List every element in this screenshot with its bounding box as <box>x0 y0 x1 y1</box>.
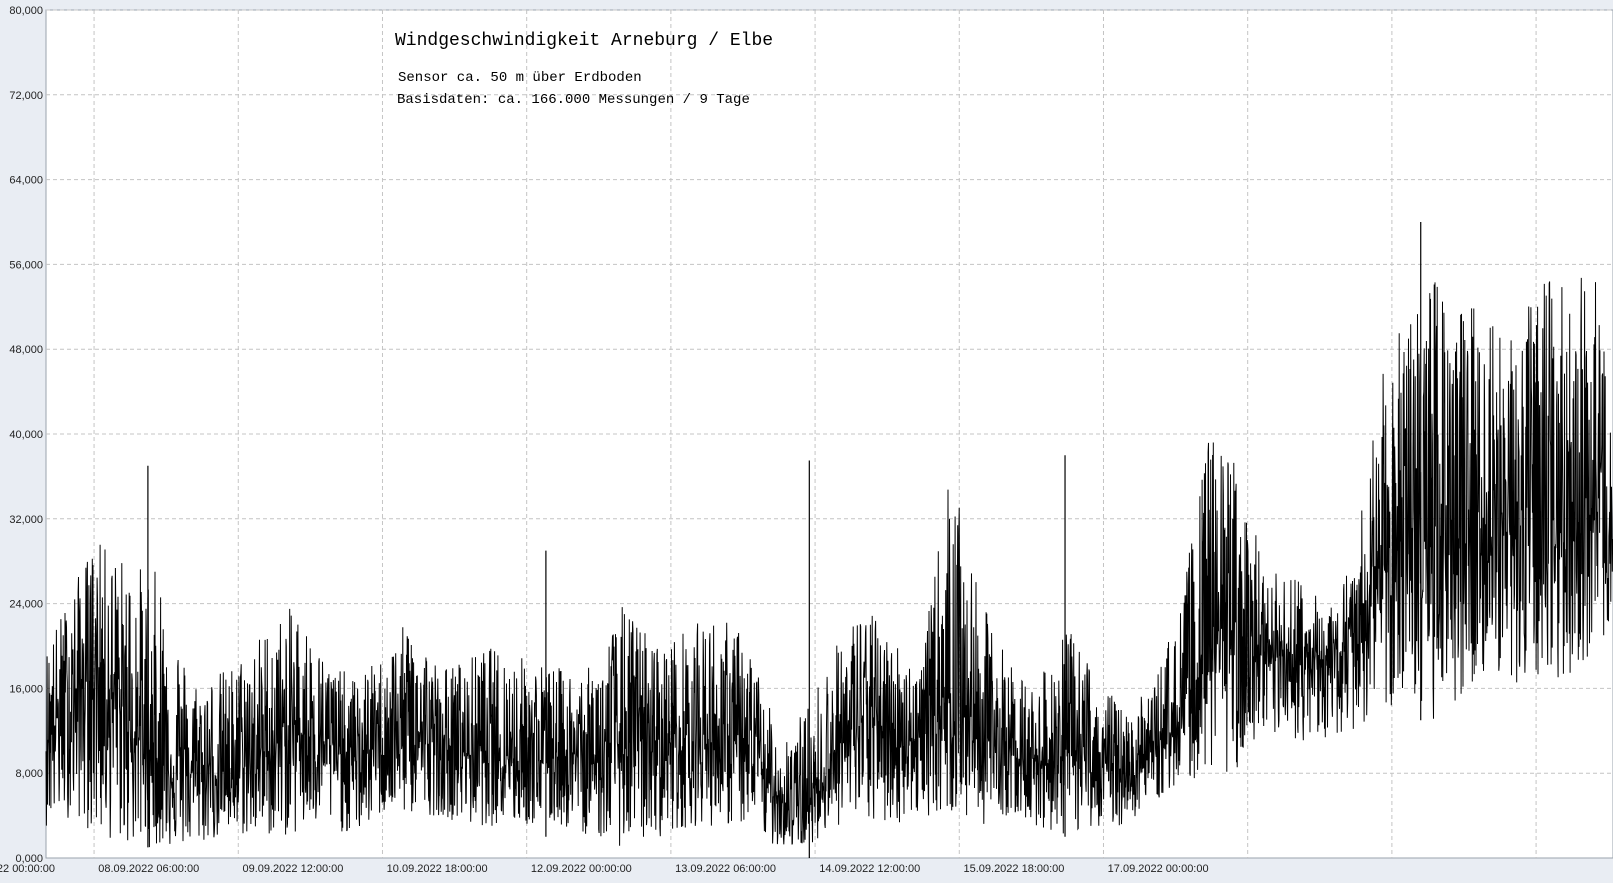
y-tick-label: 16,000 <box>9 683 43 695</box>
grid <box>46 9 1613 858</box>
x-tick-label: 12.09.2022 00:00:00 <box>531 863 632 875</box>
x-tick-label: 07.09.2022 00:00:00 <box>0 863 55 875</box>
y-tick-label: 56,000 <box>9 259 43 271</box>
y-axis: 0,000 8,000 16,000 24,000 32,000 40,000 48,000… <box>9 5 43 865</box>
x-tick-label: 08.09.2022 06:00:00 <box>98 863 199 875</box>
series-wind-speed <box>45 222 1613 858</box>
y-tick-label: 72,000 <box>9 90 43 102</box>
y-tick-label: 24,000 <box>9 599 43 611</box>
chart-title: Windgeschwindigkeit Arneburg / Elbe <box>395 31 773 51</box>
y-tick-label: 40,000 <box>9 429 43 441</box>
x-tick-label: 14.09.2022 12:00:00 <box>819 863 920 875</box>
chart-subtitle-basis: Basisdaten: ca. 166.000 Messungen / 9 Ta… <box>397 92 750 108</box>
x-tick-label: 09.09.2022 12:00:00 <box>242 863 343 875</box>
y-tick-label: 0,000 <box>15 853 43 865</box>
y-tick-label: 32,000 <box>9 514 43 526</box>
x-axis: 07.09.2022 00:00:00 08.09.2022 06:00:00 09… <box>0 863 1209 875</box>
x-tick-label: 13.09.2022 06:00:00 <box>675 863 776 875</box>
y-tick-label: 8,000 <box>15 768 43 780</box>
y-tick-label: 48,000 <box>9 344 43 356</box>
y-tick-label: 80,000 <box>9 5 43 17</box>
y-tick-label: 64,000 <box>9 175 43 187</box>
x-tick-label: 15.09.2022 18:00:00 <box>963 863 1064 875</box>
chart-subtitle-sensor: Sensor ca. 50 m über Erdboden <box>398 70 642 86</box>
x-tick-label: 10.09.2022 18:00:00 <box>387 863 488 875</box>
x-tick-label: 17.09.2022 00:00:00 <box>1108 863 1209 875</box>
series-line <box>45 277 1613 848</box>
